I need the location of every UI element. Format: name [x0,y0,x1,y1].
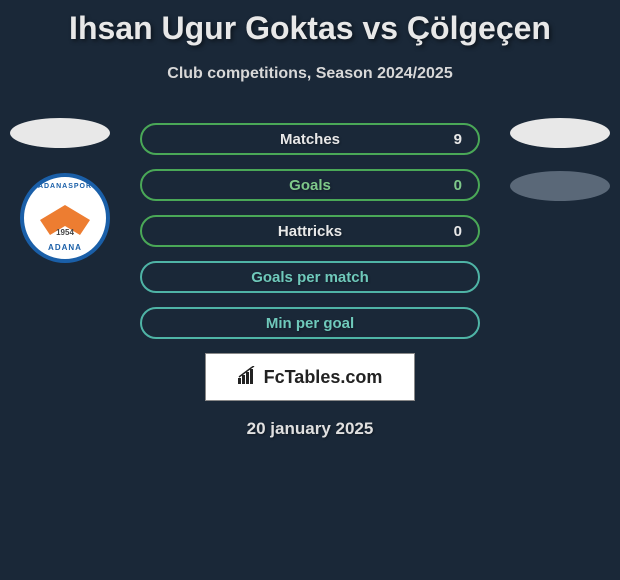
stat-label: Min per goal [266,315,354,332]
stat-label: Goals per match [251,269,369,286]
club-badge: ADANASPOR 1954 ADANA [20,173,110,263]
player1-flag [10,118,110,148]
stat-bar-matches: Matches 9 [140,123,480,155]
stat-label: Matches [280,131,340,148]
stat-bar-goals-per-match: Goals per match [140,261,480,293]
fctables-logo-box: FcTables.com [205,353,415,401]
stat-bar-hattricks: Hattricks 0 [140,215,480,247]
badge-top-text: ADANASPOR [38,183,92,190]
fctables-text: FcTables.com [264,367,383,388]
stat-bars: Matches 9 Goals 0 Hattricks 0 Goals per … [140,123,480,339]
subtitle: Club competitions, Season 2024/2025 [0,65,620,83]
stat-bar-min-per-goal: Min per goal [140,307,480,339]
stat-bar-goals: Goals 0 [140,169,480,201]
stat-value: 0 [454,223,462,240]
stat-label: Goals [289,177,331,194]
content-area: ADANASPOR 1954 ADANA Matches 9 Goals 0 H… [0,123,620,439]
stat-label: Hattricks [278,223,342,240]
badge-circle: ADANASPOR 1954 ADANA [20,173,110,263]
stat-value: 0 [454,177,462,194]
badge-year: 1954 [56,228,74,237]
date-label: 20 january 2025 [0,419,620,439]
badge-bottom-text: ADANA [48,243,82,252]
page-title: Ihsan Ugur Goktas vs Çölgeçen [0,0,620,47]
player2-flag-2 [510,171,610,201]
player2-flag-1 [510,118,610,148]
stat-value: 9 [454,131,462,148]
chart-icon [238,366,260,389]
fctables-logo: FcTables.com [238,366,383,389]
